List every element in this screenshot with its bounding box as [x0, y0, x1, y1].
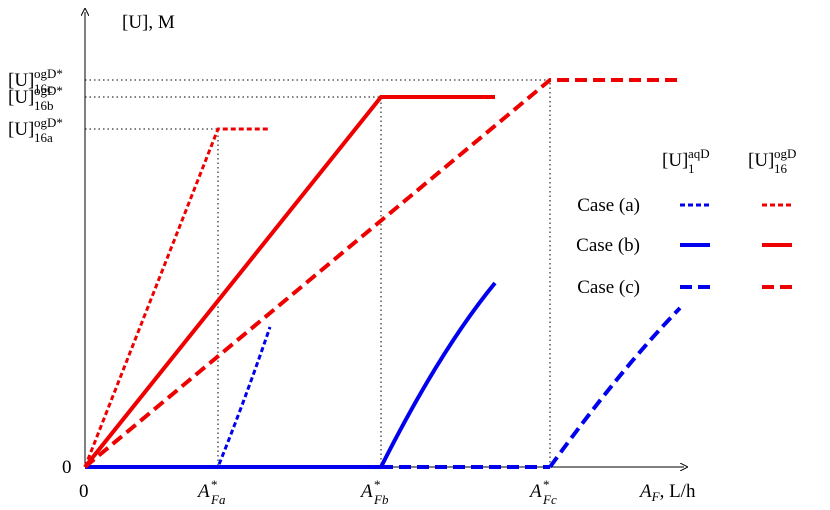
x-tick-label-base: A — [528, 481, 542, 502]
x-tick-label-sub: Fb — [373, 492, 389, 507]
x-tick-label-sup: * — [211, 477, 218, 492]
x-tick-label: A* Fc — [528, 477, 557, 507]
y-tick-label: [U]ogD* 16a — [8, 115, 63, 145]
x-origin: 0 — [79, 481, 89, 502]
x-tick-label: A* Fa — [196, 477, 226, 507]
x-label-sub: F — [651, 489, 661, 504]
y-tick-label-sub: 16a — [34, 130, 53, 145]
y-tick-label-sup: ogD* — [34, 66, 63, 81]
y-axis-label: [U], M — [122, 12, 175, 33]
legend-header-sup: ogD — [774, 146, 796, 161]
y-tick-label-sub: 16c — [34, 81, 53, 96]
y-tick-label-base: [U] — [8, 70, 34, 91]
x-tick-label-sup: * — [543, 477, 550, 492]
x-axis-label: AF, L/h — [638, 481, 696, 504]
legend-header: [U]aqD 1 — [662, 146, 710, 176]
organic-curves — [83, 78, 680, 469]
x-tick-label: A* Fb — [359, 477, 389, 507]
legend-header-base: [U] — [748, 150, 774, 171]
legend-samples — [680, 203, 795, 289]
legend-header: [U]ogD 16 — [748, 146, 796, 176]
legend-header-sub: 16 — [774, 161, 788, 176]
x-tick-label-sub: Fc — [542, 492, 557, 507]
y-tick-label: [U]ogD* 16b — [8, 83, 63, 113]
legend-header-base: [U] — [662, 150, 688, 171]
y-tick-label-sup: ogD* — [34, 83, 63, 98]
y-tick-label-sup: ogD* — [34, 115, 63, 130]
x-tick-label-sub: Fa — [210, 492, 226, 507]
x-tick-label-base: A — [196, 481, 210, 502]
y-tick-label: [U]ogD* 16c — [8, 66, 63, 96]
legend-row: Case (b) — [576, 235, 640, 256]
legend-header-sub: 1 — [688, 161, 695, 176]
y-tick-label-base: [U] — [8, 119, 34, 140]
x-tick-label-sup: * — [374, 477, 381, 492]
aqueous-curves — [85, 281, 682, 469]
x-label-suffix: , L/h — [660, 481, 696, 502]
legend-row: Case (a) — [577, 195, 640, 216]
x-label-base: A — [638, 481, 652, 502]
y-origin: 0 — [62, 457, 72, 478]
y-tick-label-sub: 16b — [34, 98, 54, 113]
x-tick-label-base: A — [359, 481, 373, 502]
y-tick-label-base: [U] — [8, 87, 34, 108]
legend-header-sup: aqD — [688, 146, 710, 161]
legend-row: Case (c) — [577, 277, 640, 298]
